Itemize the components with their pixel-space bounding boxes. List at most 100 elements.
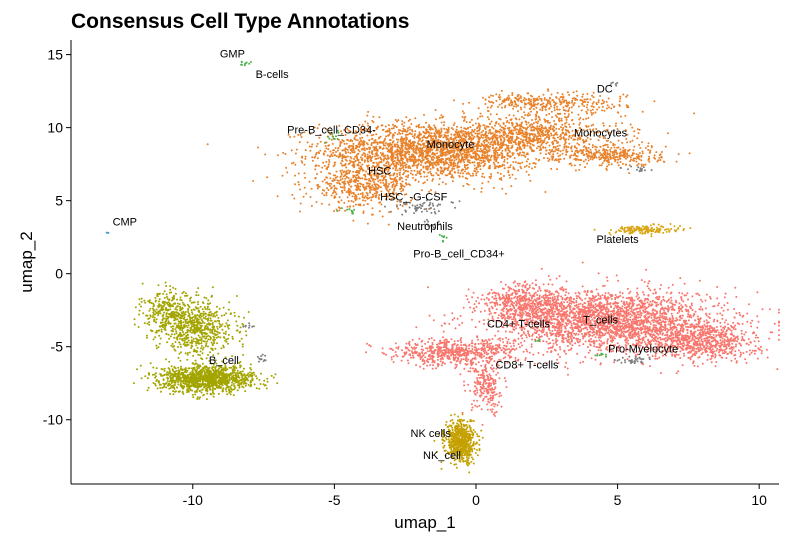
data-point <box>424 165 427 168</box>
data-point <box>452 138 455 141</box>
data-point <box>493 158 496 161</box>
data-point <box>309 133 312 135</box>
data-point <box>334 187 337 190</box>
data-point <box>688 152 691 155</box>
data-point <box>327 189 330 191</box>
data-point <box>392 167 395 170</box>
data-point <box>371 155 374 158</box>
data-point <box>439 158 442 161</box>
data-point <box>608 106 610 109</box>
data-point <box>609 157 612 160</box>
data-point <box>568 135 571 138</box>
data-point <box>338 201 341 204</box>
data-point <box>556 116 558 118</box>
data-point <box>479 115 482 118</box>
data-point <box>540 148 543 151</box>
data-point <box>407 145 410 148</box>
data-point <box>458 139 461 142</box>
data-point <box>378 169 381 172</box>
data-point <box>454 327 457 330</box>
data-point <box>352 205 355 208</box>
data-point <box>479 165 482 167</box>
data-point <box>568 123 571 126</box>
data-point <box>473 303 476 306</box>
data-point <box>417 134 420 137</box>
data-point <box>389 177 392 180</box>
data-point <box>658 296 661 298</box>
data-point <box>440 152 443 155</box>
data-point <box>447 167 450 170</box>
data-point <box>504 125 507 127</box>
data-point <box>448 171 451 174</box>
data-point <box>464 154 467 156</box>
data-point <box>548 138 550 141</box>
data-point <box>537 138 540 141</box>
data-point <box>606 104 609 107</box>
data-point <box>501 149 504 152</box>
data-point <box>503 106 506 109</box>
data-point <box>316 142 319 145</box>
data-point <box>370 170 373 173</box>
data-point <box>649 323 652 325</box>
data-point <box>562 106 565 109</box>
data-point <box>428 314 431 317</box>
data-point <box>385 178 387 181</box>
data-point <box>558 98 561 101</box>
data-point <box>355 203 357 206</box>
data-point <box>656 322 659 325</box>
data-point <box>436 169 439 172</box>
data-point <box>517 104 520 107</box>
data-point <box>450 176 453 179</box>
data-point <box>405 136 408 139</box>
data-point <box>409 184 411 186</box>
data-point <box>362 199 364 202</box>
data-point <box>497 338 500 341</box>
data-point <box>345 191 348 193</box>
data-point <box>444 154 447 157</box>
data-point <box>653 100 656 103</box>
data-point <box>446 131 449 134</box>
data-point <box>648 280 651 283</box>
data-point <box>602 134 605 137</box>
data-point <box>616 111 619 114</box>
data-point <box>388 127 391 130</box>
data-point <box>359 177 362 180</box>
data-point <box>562 127 565 129</box>
data-point <box>585 106 588 109</box>
data-point <box>343 129 346 131</box>
data-point <box>455 153 458 156</box>
data-point <box>379 167 382 170</box>
data-point <box>666 318 669 321</box>
data-point <box>333 210 335 213</box>
data-point <box>652 292 655 295</box>
data-point <box>552 150 555 153</box>
data-point <box>316 127 319 130</box>
data-point <box>574 169 577 172</box>
data-point <box>547 347 550 350</box>
data-point <box>418 170 421 173</box>
data-point <box>632 159 635 162</box>
data-point <box>388 149 390 152</box>
data-point <box>353 137 356 140</box>
data-point <box>543 333 546 336</box>
data-point <box>461 115 464 118</box>
data-point <box>622 146 625 149</box>
data-point <box>462 102 465 105</box>
data-point <box>426 286 429 289</box>
data-point <box>620 300 623 303</box>
data-point <box>558 128 561 130</box>
data-point <box>382 147 385 150</box>
data-point <box>507 171 510 174</box>
data-point <box>382 140 385 143</box>
data-point <box>677 153 680 156</box>
data-point <box>392 134 394 137</box>
data-point <box>326 154 329 157</box>
data-point <box>484 98 487 101</box>
data-point <box>461 152 464 155</box>
data-point <box>571 150 573 153</box>
data-point <box>470 138 473 141</box>
data-point <box>508 121 511 124</box>
data-point <box>365 147 368 150</box>
data-point <box>593 333 595 336</box>
data-point <box>639 316 642 319</box>
